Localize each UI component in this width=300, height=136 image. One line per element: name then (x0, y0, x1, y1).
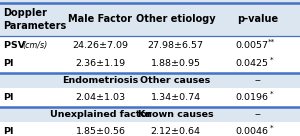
FancyBboxPatch shape (0, 73, 300, 88)
Text: 2.12±0.64: 2.12±0.64 (151, 127, 200, 136)
Text: Doppler: Doppler (4, 8, 47, 18)
Text: --: -- (255, 110, 261, 119)
FancyBboxPatch shape (0, 3, 300, 136)
Text: Male Factor: Male Factor (68, 14, 133, 24)
Text: PI: PI (4, 93, 14, 102)
Text: 24.26±7.09: 24.26±7.09 (73, 41, 128, 50)
Text: Other causes: Other causes (140, 76, 211, 85)
Text: 0.0046: 0.0046 (236, 127, 268, 136)
Text: 2.04±1.03: 2.04±1.03 (75, 93, 126, 102)
Text: Known causes: Known causes (138, 110, 213, 119)
Text: *: * (270, 125, 273, 131)
Text: PSV: PSV (4, 41, 28, 50)
Text: *: * (270, 91, 273, 97)
Text: 27.98±6.57: 27.98±6.57 (148, 41, 203, 50)
Text: *: * (270, 57, 273, 63)
Text: 0.0057: 0.0057 (236, 41, 268, 50)
Text: **: ** (268, 39, 275, 45)
Text: 1.85±0.56: 1.85±0.56 (76, 127, 125, 136)
Text: Endometriosis: Endometriosis (62, 76, 139, 85)
Text: 0.0425: 0.0425 (236, 59, 268, 68)
Text: p-value: p-value (237, 14, 279, 24)
Text: 1.34±0.74: 1.34±0.74 (150, 93, 201, 102)
Text: 1.88±0.95: 1.88±0.95 (151, 59, 200, 68)
Text: 2.36±1.19: 2.36±1.19 (75, 59, 126, 68)
Text: (cm/s): (cm/s) (22, 41, 48, 50)
Text: --: -- (255, 76, 261, 85)
Text: Parameters: Parameters (4, 21, 67, 30)
Text: PI: PI (4, 127, 14, 136)
Text: 0.0196: 0.0196 (236, 93, 268, 102)
Text: Unexplained factor: Unexplained factor (50, 110, 152, 119)
Text: PI: PI (4, 59, 14, 68)
FancyBboxPatch shape (0, 107, 300, 122)
FancyBboxPatch shape (0, 3, 300, 36)
Text: Other etiology: Other etiology (136, 14, 215, 24)
